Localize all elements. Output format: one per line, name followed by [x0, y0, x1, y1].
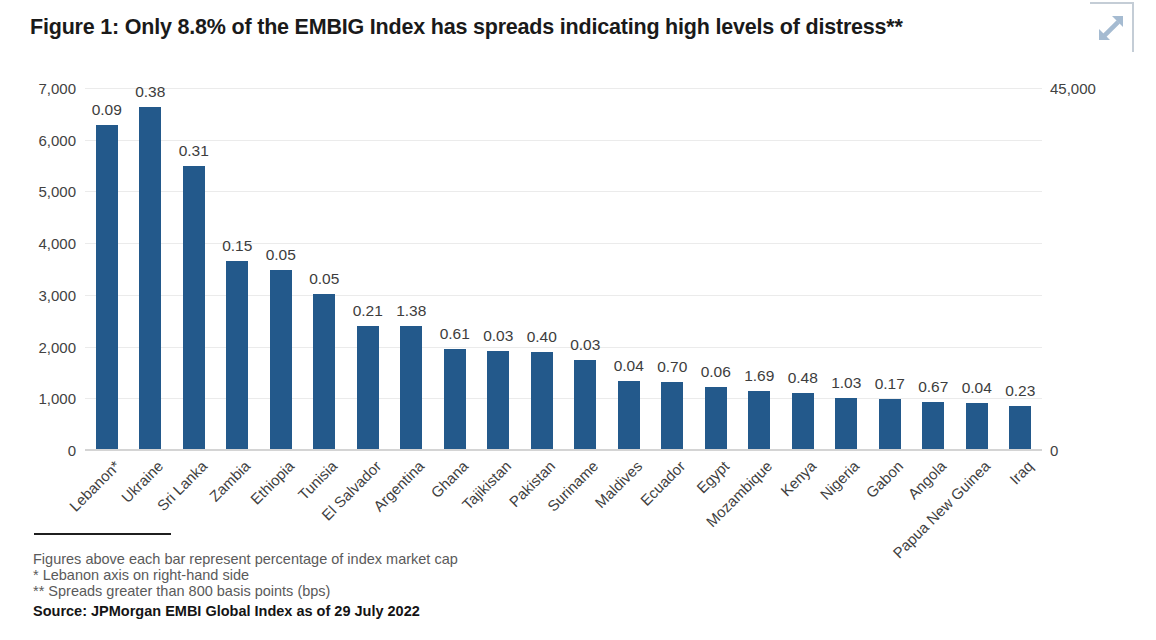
bar-ethiopia[interactable] [270, 270, 292, 450]
footnote-market-cap: Figures above each bar represent percent… [33, 551, 458, 567]
y-axis-tick-left: 2,000 [4, 340, 76, 355]
bar-iraq[interactable] [1009, 406, 1031, 450]
bar-value-label: 0.23 [988, 383, 1052, 399]
bar-value-label: 1.38 [379, 303, 443, 319]
x-axis-line [85, 449, 1042, 451]
bar-lebanon[interactable] [96, 125, 118, 450]
bar-egypt[interactable] [705, 387, 727, 450]
bar-angola[interactable] [922, 402, 944, 450]
bar-nigeria[interactable] [835, 398, 857, 450]
bar-chart: 7,000 6,000 5,000 4,000 3,000 2,000 1,000 0 45,0… [0, 0, 1156, 640]
y-axis-tick-right: 45,000 [1050, 81, 1130, 96]
footnote-spreads: ** Spreads greater than 800 basis points… [33, 583, 330, 599]
bar-ghana[interactable] [444, 349, 466, 450]
y-axis-tick-left: 3,000 [4, 288, 76, 303]
y-axis-tick-left: 5,000 [4, 184, 76, 199]
bar-suriname[interactable] [574, 360, 596, 451]
bar-value-label: 0.03 [553, 337, 617, 353]
bar-ukraine[interactable] [139, 107, 161, 450]
source-note: Source: JPMorgan EMBI Global Index as of… [33, 603, 420, 619]
footnote-divider [34, 533, 171, 535]
y-axis-tick-left: 6,000 [4, 133, 76, 148]
bar-zambia[interactable] [226, 261, 248, 450]
y-axis-tick-left: 1,000 [4, 391, 76, 406]
bar-pakistan[interactable] [531, 352, 553, 450]
footnote-lebanon-axis: * Lebanon axis on right-hand side [33, 567, 249, 583]
y-axis-tick-right: 0 [1050, 443, 1130, 458]
bar-value-label: 0.38 [118, 84, 182, 100]
bar-value-label: 0.05 [249, 247, 313, 263]
bar-value-label: 0.05 [292, 271, 356, 287]
bar-papua-new-guinea[interactable] [966, 403, 988, 450]
bar-tajikistan[interactable] [487, 351, 509, 450]
bar-value-label: 0.31 [162, 143, 226, 159]
y-axis-tick-left: 7,000 [4, 81, 76, 96]
y-axis-tick-left: 4,000 [4, 236, 76, 251]
gridline [85, 88, 1042, 89]
bar-argentina[interactable] [400, 326, 422, 450]
gridline [85, 191, 1042, 192]
y-axis-tick-left: 0 [4, 443, 76, 458]
bar-mozambique[interactable] [748, 391, 770, 450]
bar-maldives[interactable] [618, 381, 640, 450]
bar-sri-lanka[interactable] [183, 166, 205, 450]
bar-gabon[interactable] [879, 399, 901, 450]
gridline [85, 140, 1042, 141]
bar-ecuador[interactable] [661, 382, 683, 450]
bar-el-salvador[interactable] [357, 326, 379, 450]
bar-value-label: 0.09 [75, 102, 139, 118]
figure-panel: Figure 1: Only 8.8% of the EMBIG Index h… [0, 0, 1156, 640]
bar-tunisia[interactable] [313, 294, 335, 450]
bar-kenya[interactable] [792, 393, 814, 450]
